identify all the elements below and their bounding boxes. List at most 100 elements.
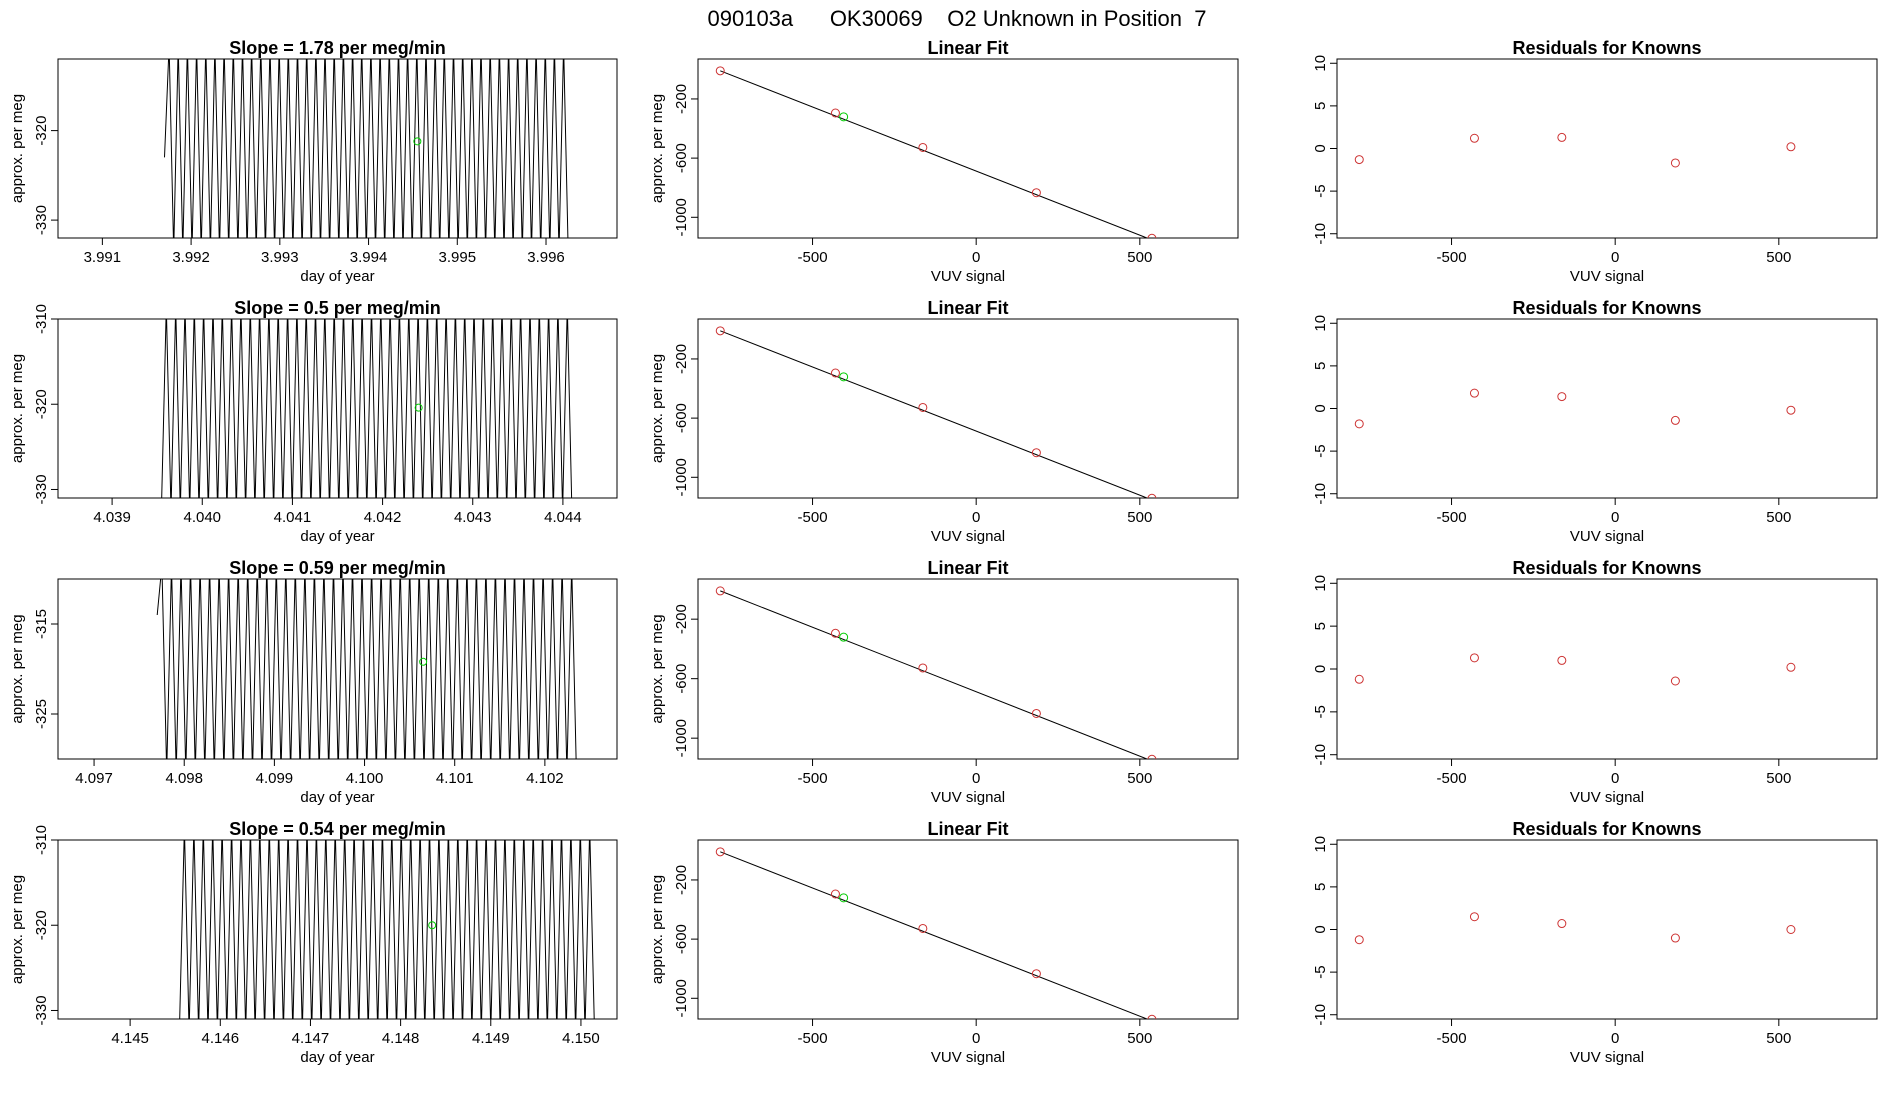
y-tick-label: 5 <box>1312 883 1329 891</box>
plot-content <box>179 840 595 1019</box>
plot-content <box>161 319 573 498</box>
plot-frame <box>697 58 1239 239</box>
y-axis-label: approx. per meg <box>9 354 26 463</box>
panel-title: Residuals for Knowns <box>1512 298 1701 318</box>
plot-content <box>1354 653 1796 686</box>
plot-frame <box>57 58 618 239</box>
plot-frame <box>1336 58 1878 239</box>
x-tick-label: 0 <box>972 509 980 526</box>
chart-panel-3: Residuals for Knowns -500 0 500 VUV signal -1… <box>1312 38 1878 285</box>
known-data-point <box>715 847 725 857</box>
unknown-data-point <box>414 403 423 412</box>
unknown-data-point <box>413 137 422 146</box>
chart-panels: Slope = 1.78 per meg/min 3.991 3.992 3.993 3… <box>9 38 1878 1066</box>
y-tick-label: 10 <box>1312 315 1329 332</box>
plot-frame <box>697 578 1239 760</box>
known-data-point <box>715 586 725 596</box>
x-tick-label: 4.039 <box>93 509 131 526</box>
y-tick-label: -330 <box>33 995 50 1025</box>
known-data-point <box>1469 653 1479 663</box>
x-axis-label: day of year <box>300 1049 374 1066</box>
y-axis-label: approx. per meg <box>649 354 666 463</box>
y-tick-label: -200 <box>673 604 690 634</box>
x-tick-label: 4.043 <box>454 509 492 526</box>
x-tick-label: 4.098 <box>165 770 203 787</box>
x-axis-label: VUV signal <box>1570 789 1644 806</box>
known-data-point <box>715 326 725 336</box>
plot-content <box>1354 132 1796 168</box>
x-tick-label: -500 <box>798 509 828 526</box>
unknown-data-point <box>419 657 428 666</box>
y-axis-label: approx. per meg <box>9 94 26 203</box>
known-data-point <box>1354 935 1364 945</box>
x-tick-label: 4.040 <box>183 509 221 526</box>
y-tick-label: -320 <box>33 389 50 419</box>
x-tick-label: 500 <box>1127 509 1152 526</box>
known-data-point <box>918 402 928 412</box>
y-tick-label: -5 <box>1312 184 1329 197</box>
data-series-line <box>179 840 595 1019</box>
known-data-point <box>1557 919 1567 929</box>
x-tick-label: -500 <box>798 249 828 266</box>
chart-panel-7: Slope = 0.59 per meg/min 4.097 4.098 4.099 4… <box>9 558 618 806</box>
x-tick-label: 0 <box>1611 770 1619 787</box>
y-tick-label: -320 <box>33 116 50 146</box>
panel-title: Slope = 0.5 per meg/min <box>234 298 441 318</box>
x-axis-label: VUV signal <box>931 789 1005 806</box>
y-tick-label: -600 <box>673 664 690 694</box>
known-data-point <box>1557 392 1567 402</box>
y-tick-label: -200 <box>673 84 690 114</box>
x-tick-label: 4.150 <box>562 1030 600 1047</box>
x-axis-label: VUV signal <box>1570 528 1644 545</box>
plot-content <box>715 847 1157 1019</box>
data-series-line <box>156 579 577 759</box>
known-data-point <box>1557 132 1567 142</box>
y-tick-label: -5 <box>1312 444 1329 457</box>
x-tick-label: -500 <box>1437 1030 1467 1047</box>
x-tick-label: 0 <box>972 770 980 787</box>
plot-frame <box>1336 318 1878 499</box>
y-tick-label: 0 <box>1312 665 1329 673</box>
y-tick-label: -200 <box>673 865 690 895</box>
y-tick-label: -1000 <box>673 458 690 496</box>
x-tick-label: -500 <box>1437 509 1467 526</box>
panel-title: Linear Fit <box>927 558 1008 578</box>
x-axis-label: VUV signal <box>931 528 1005 545</box>
x-tick-label: 500 <box>1766 1030 1791 1047</box>
known-data-point <box>1354 674 1364 684</box>
x-tick-label: 3.994 <box>350 249 388 266</box>
known-data-point <box>830 108 840 118</box>
known-data-point <box>1786 925 1796 934</box>
x-axis-label: VUV signal <box>1570 1049 1644 1066</box>
y-tick-label: -600 <box>673 403 690 433</box>
known-data-point <box>830 628 840 638</box>
y-tick-label: -310 <box>33 825 50 855</box>
panel-title: Linear Fit <box>927 819 1008 839</box>
panel-title: Slope = 0.59 per meg/min <box>229 558 446 578</box>
x-tick-label: 4.149 <box>472 1030 510 1047</box>
chart-panel-10: Slope = 0.54 per meg/min 4.145 4.146 4.147 4… <box>9 819 618 1066</box>
plot-frame <box>57 839 618 1020</box>
x-tick-label: 0 <box>1611 509 1619 526</box>
x-axis-label: VUV signal <box>1570 268 1644 285</box>
chart-panel-1: Slope = 1.78 per meg/min 3.991 3.992 3.993 3… <box>9 38 618 285</box>
x-axis-label: day of year <box>300 268 374 285</box>
plot-frame <box>1336 578 1878 760</box>
plot-content <box>156 579 577 759</box>
x-tick-label: 4.097 <box>75 770 113 787</box>
x-tick-label: -500 <box>798 1030 828 1047</box>
known-data-point <box>1557 655 1567 665</box>
plot-content <box>164 59 569 238</box>
x-tick-label: 4.102 <box>526 770 564 787</box>
panel-title: Linear Fit <box>927 298 1008 318</box>
known-data-point <box>1786 142 1796 152</box>
x-tick-label: 4.100 <box>346 770 384 787</box>
y-tick-label: 5 <box>1312 622 1329 630</box>
y-tick-label: 10 <box>1312 575 1329 592</box>
panel-title: Slope = 0.54 per meg/min <box>229 819 446 839</box>
x-axis-label: day of year <box>300 528 374 545</box>
x-tick-label: 500 <box>1766 249 1791 266</box>
chart-panel-9: Residuals for Knowns -500 0 500 VUV signal -1… <box>1312 558 1878 806</box>
